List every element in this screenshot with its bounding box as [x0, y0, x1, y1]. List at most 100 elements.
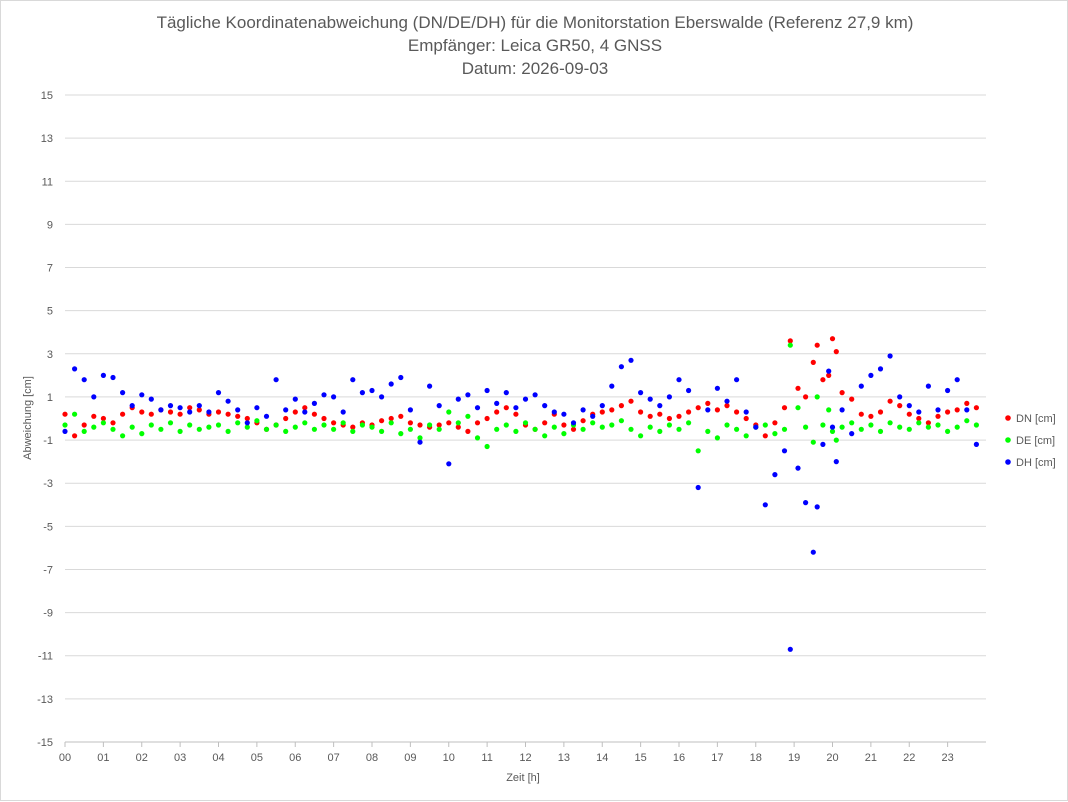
y-tick-label: 7	[47, 263, 53, 275]
data-point	[570, 426, 577, 432]
data-point	[427, 422, 433, 428]
data-point	[695, 448, 701, 454]
chart-title-line-3: Datum: 2026-09-03	[461, 59, 609, 78]
data-point	[139, 392, 145, 398]
data-point	[973, 441, 980, 447]
data-point	[225, 398, 231, 404]
data-point	[72, 411, 78, 417]
x-tick-label: 03	[174, 752, 186, 764]
y-tick-label: 15	[41, 90, 53, 102]
data-point	[638, 390, 644, 396]
data-point	[225, 411, 231, 417]
data-point	[331, 394, 337, 400]
data-point	[647, 424, 653, 430]
data-point	[814, 394, 820, 400]
data-point	[724, 403, 730, 409]
data-point	[686, 387, 692, 394]
data-point	[196, 407, 202, 413]
data-point	[398, 431, 404, 437]
y-tick-label: 13	[41, 133, 53, 145]
data-point	[81, 377, 87, 383]
data-point	[787, 342, 793, 348]
data-point	[283, 428, 289, 434]
y-axis-title: Abweichung [cm]	[22, 376, 34, 460]
data-point	[877, 409, 884, 415]
data-point	[762, 433, 768, 439]
data-point	[110, 426, 116, 432]
data-point	[446, 461, 452, 467]
data-point	[379, 428, 385, 434]
data-point	[417, 435, 423, 441]
data-point	[628, 426, 634, 432]
data-point	[973, 405, 980, 411]
data-point	[826, 372, 832, 378]
data-point	[810, 359, 816, 365]
chart-title-line-1: Tägliche Koordinatenabweichung (DN/DE/DH…	[156, 13, 914, 32]
data-point	[129, 403, 135, 409]
data-point	[455, 396, 461, 402]
data-point	[302, 409, 308, 415]
data-point	[235, 413, 241, 419]
x-tick-label: 09	[404, 752, 416, 764]
data-point	[331, 426, 337, 432]
data-point	[542, 403, 548, 409]
data-point	[62, 422, 68, 428]
data-point	[657, 428, 663, 434]
data-point	[561, 411, 567, 417]
data-point	[906, 411, 912, 417]
y-tick-label: -1	[43, 435, 53, 447]
data-point	[484, 387, 490, 394]
data-point	[542, 420, 548, 426]
data-point	[954, 407, 960, 413]
data-point	[474, 420, 481, 426]
data-point	[340, 420, 346, 426]
x-tick-label: 11	[481, 752, 492, 764]
grid-lines	[65, 94, 986, 743]
data-point	[311, 400, 317, 406]
data-point	[762, 422, 768, 428]
data-point	[803, 394, 809, 400]
data-point	[283, 407, 289, 413]
data-point	[781, 405, 788, 411]
data-point	[724, 422, 730, 428]
data-point	[772, 420, 778, 426]
data-point	[120, 411, 126, 417]
data-point	[369, 424, 375, 430]
data-point	[734, 409, 740, 415]
data-point	[417, 439, 423, 445]
data-point	[849, 396, 855, 402]
data-point	[436, 403, 442, 409]
data-point	[321, 392, 327, 398]
data-point	[177, 411, 183, 417]
data-point	[609, 422, 615, 428]
legend-label: DH [cm]	[1016, 457, 1056, 469]
data-point	[244, 424, 250, 430]
data-point	[359, 422, 365, 428]
data-point	[215, 390, 222, 396]
data-point	[638, 433, 644, 439]
data-points	[62, 336, 980, 652]
data-point	[311, 426, 317, 432]
data-point	[781, 426, 788, 432]
data-point	[235, 420, 241, 426]
data-point	[436, 426, 442, 432]
data-point	[91, 424, 97, 430]
data-point	[532, 392, 538, 398]
data-point	[302, 405, 308, 411]
data-point	[916, 420, 922, 426]
data-point	[100, 420, 106, 426]
y-axis-ticks: 15 13 11 9 7 5 3 1 -1 -3 -5 -7 -9 -11 -13 -15	[37, 90, 53, 749]
data-point	[263, 413, 270, 419]
data-point	[647, 396, 653, 402]
data-point	[196, 426, 202, 432]
data-point	[628, 398, 634, 404]
data-point	[877, 366, 884, 372]
data-point	[826, 368, 832, 374]
legend-marker	[1005, 437, 1011, 443]
data-point	[580, 426, 586, 432]
data-point	[897, 394, 903, 400]
data-point	[235, 407, 241, 413]
data-point	[795, 385, 801, 391]
